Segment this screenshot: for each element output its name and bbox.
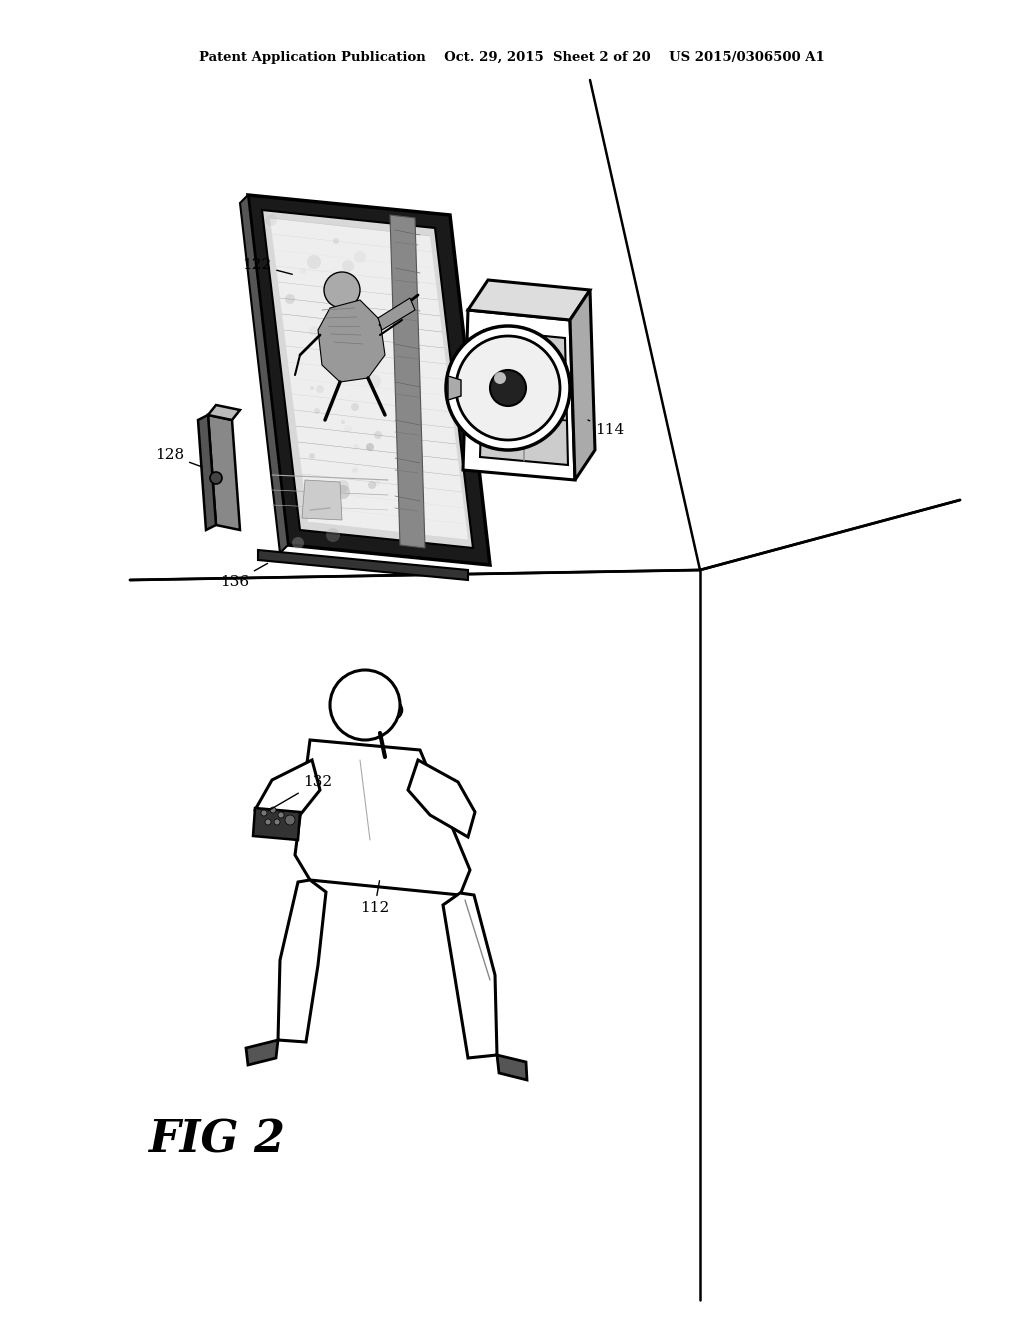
Circle shape (314, 408, 319, 414)
Polygon shape (318, 300, 385, 381)
Circle shape (341, 420, 345, 424)
Circle shape (354, 251, 366, 263)
Polygon shape (258, 550, 468, 579)
Circle shape (368, 322, 376, 330)
Circle shape (310, 385, 314, 389)
Polygon shape (208, 405, 240, 420)
Circle shape (326, 528, 340, 543)
Polygon shape (240, 195, 288, 553)
Polygon shape (262, 210, 473, 548)
Circle shape (309, 453, 315, 459)
Polygon shape (449, 376, 461, 400)
Circle shape (324, 272, 360, 308)
Polygon shape (208, 414, 240, 531)
Circle shape (336, 484, 350, 499)
Circle shape (490, 370, 526, 407)
Polygon shape (463, 310, 575, 480)
Circle shape (366, 444, 374, 451)
Circle shape (456, 337, 560, 440)
Text: 128: 128 (155, 447, 203, 467)
Polygon shape (570, 290, 595, 480)
Polygon shape (378, 298, 415, 330)
Polygon shape (302, 480, 342, 520)
Text: 114: 114 (588, 420, 625, 437)
Circle shape (344, 425, 352, 433)
Polygon shape (253, 808, 300, 840)
Polygon shape (295, 741, 470, 895)
Circle shape (285, 294, 295, 304)
Circle shape (374, 480, 380, 486)
Circle shape (351, 304, 362, 315)
Circle shape (316, 385, 324, 393)
Text: 132: 132 (268, 775, 332, 810)
Polygon shape (270, 218, 468, 540)
Text: FIG 2: FIG 2 (148, 1118, 285, 1162)
Circle shape (342, 260, 354, 272)
Text: Patent Application Publication    Oct. 29, 2015  Sheet 2 of 20    US 2015/030650: Patent Application Publication Oct. 29, … (199, 51, 825, 65)
Circle shape (300, 268, 306, 275)
Circle shape (261, 810, 267, 816)
Polygon shape (255, 760, 319, 836)
Text: 136: 136 (220, 564, 267, 589)
Text: 112: 112 (360, 880, 389, 915)
Circle shape (274, 818, 280, 825)
Text: 122: 122 (242, 257, 292, 275)
Polygon shape (480, 330, 568, 465)
Circle shape (367, 374, 381, 388)
Circle shape (330, 671, 400, 741)
Circle shape (285, 814, 295, 825)
Circle shape (265, 214, 278, 226)
Circle shape (352, 467, 358, 473)
Circle shape (353, 444, 359, 450)
Circle shape (270, 807, 276, 813)
Circle shape (265, 818, 271, 825)
Circle shape (328, 403, 334, 408)
Circle shape (351, 403, 359, 411)
Polygon shape (246, 1040, 278, 1065)
Polygon shape (408, 760, 475, 837)
Polygon shape (198, 414, 216, 531)
Circle shape (337, 480, 349, 492)
Polygon shape (468, 280, 590, 319)
Circle shape (278, 812, 284, 818)
Circle shape (210, 473, 222, 484)
Circle shape (333, 238, 339, 244)
Polygon shape (497, 1055, 527, 1080)
Circle shape (368, 480, 376, 488)
Polygon shape (390, 215, 425, 548)
Polygon shape (278, 880, 326, 1041)
Circle shape (292, 537, 304, 549)
Circle shape (307, 255, 321, 269)
Polygon shape (248, 195, 490, 565)
Polygon shape (443, 894, 497, 1059)
Circle shape (331, 329, 337, 335)
Circle shape (384, 701, 402, 719)
Circle shape (374, 432, 382, 440)
Circle shape (446, 326, 570, 450)
Circle shape (309, 326, 319, 337)
Circle shape (494, 372, 506, 384)
